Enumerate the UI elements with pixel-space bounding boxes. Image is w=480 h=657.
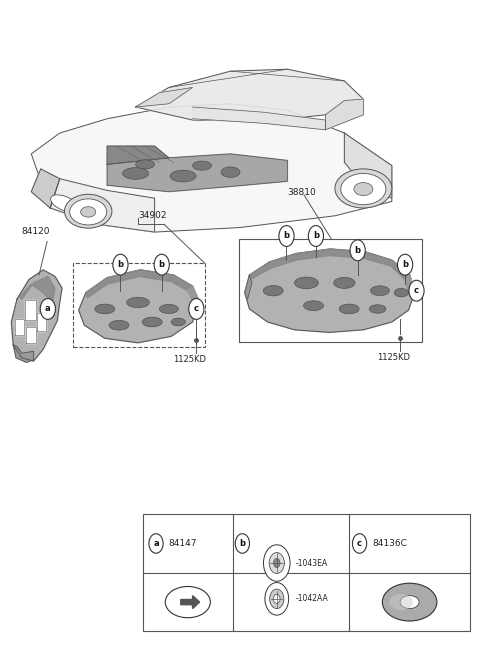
Polygon shape — [107, 146, 169, 164]
Circle shape — [235, 533, 250, 553]
Circle shape — [308, 225, 324, 246]
Ellipse shape — [383, 583, 437, 621]
Circle shape — [270, 589, 284, 608]
Ellipse shape — [389, 594, 413, 610]
Text: b: b — [159, 260, 165, 269]
Text: -1043EA: -1043EA — [296, 558, 328, 568]
Text: c: c — [357, 539, 362, 548]
Ellipse shape — [109, 321, 129, 330]
Ellipse shape — [335, 169, 392, 208]
Polygon shape — [86, 270, 192, 298]
Polygon shape — [245, 249, 415, 332]
Text: 1125KD: 1125KD — [377, 353, 409, 362]
Circle shape — [274, 595, 280, 603]
Polygon shape — [50, 179, 155, 232]
Circle shape — [350, 240, 365, 261]
Ellipse shape — [95, 304, 115, 314]
Ellipse shape — [369, 305, 386, 313]
Polygon shape — [344, 133, 392, 198]
Text: b: b — [118, 260, 123, 269]
Text: 34902: 34902 — [138, 211, 167, 219]
Ellipse shape — [64, 194, 112, 228]
Circle shape — [279, 225, 294, 246]
Text: c: c — [194, 304, 199, 313]
Text: a: a — [45, 304, 51, 313]
Polygon shape — [79, 270, 200, 343]
Ellipse shape — [334, 277, 355, 288]
Polygon shape — [188, 286, 200, 306]
Polygon shape — [13, 345, 34, 363]
Circle shape — [274, 558, 280, 568]
Circle shape — [40, 298, 56, 319]
Polygon shape — [180, 596, 200, 608]
Text: 1125KD: 1125KD — [173, 355, 205, 365]
Text: -1042AA: -1042AA — [296, 595, 328, 603]
Text: c: c — [414, 286, 419, 295]
Ellipse shape — [136, 160, 155, 169]
Ellipse shape — [127, 297, 149, 307]
Polygon shape — [107, 154, 288, 192]
Ellipse shape — [159, 304, 179, 313]
Ellipse shape — [171, 318, 185, 326]
Polygon shape — [19, 277, 55, 302]
Circle shape — [113, 254, 128, 275]
Polygon shape — [31, 104, 392, 232]
Text: 84136C: 84136C — [373, 539, 408, 548]
Polygon shape — [192, 107, 325, 130]
Ellipse shape — [339, 304, 359, 314]
Ellipse shape — [354, 183, 373, 196]
Ellipse shape — [394, 288, 408, 297]
Ellipse shape — [81, 207, 96, 217]
Ellipse shape — [170, 170, 196, 182]
Circle shape — [265, 583, 288, 615]
Text: b: b — [240, 539, 245, 548]
Polygon shape — [325, 99, 363, 130]
Polygon shape — [405, 275, 415, 297]
Ellipse shape — [371, 286, 389, 296]
Polygon shape — [136, 69, 363, 122]
Polygon shape — [37, 313, 47, 331]
Circle shape — [352, 533, 367, 553]
Circle shape — [264, 545, 290, 581]
Polygon shape — [15, 319, 24, 335]
Polygon shape — [250, 249, 410, 280]
Ellipse shape — [295, 277, 318, 289]
Ellipse shape — [51, 195, 78, 212]
Polygon shape — [25, 300, 36, 320]
Text: a: a — [153, 539, 159, 548]
Circle shape — [409, 281, 424, 301]
Text: 38810: 38810 — [288, 188, 316, 197]
Text: b: b — [313, 231, 319, 240]
Polygon shape — [26, 327, 36, 344]
Text: 84120: 84120 — [22, 227, 50, 236]
Ellipse shape — [341, 173, 386, 205]
Polygon shape — [31, 169, 60, 208]
Circle shape — [269, 553, 284, 574]
Ellipse shape — [122, 168, 149, 179]
Text: b: b — [402, 260, 408, 269]
Ellipse shape — [263, 286, 283, 296]
Ellipse shape — [70, 199, 107, 225]
Text: b: b — [284, 231, 289, 240]
Ellipse shape — [221, 167, 240, 177]
Polygon shape — [12, 270, 62, 361]
Ellipse shape — [142, 317, 162, 327]
Circle shape — [189, 298, 204, 319]
Ellipse shape — [303, 301, 324, 311]
Circle shape — [154, 254, 169, 275]
Polygon shape — [245, 275, 252, 299]
Text: 84147: 84147 — [169, 539, 197, 548]
Circle shape — [397, 254, 413, 275]
Text: b: b — [355, 246, 360, 255]
Ellipse shape — [400, 596, 419, 608]
Ellipse shape — [165, 587, 210, 618]
Polygon shape — [136, 87, 192, 107]
Circle shape — [149, 533, 163, 553]
Ellipse shape — [192, 161, 212, 170]
